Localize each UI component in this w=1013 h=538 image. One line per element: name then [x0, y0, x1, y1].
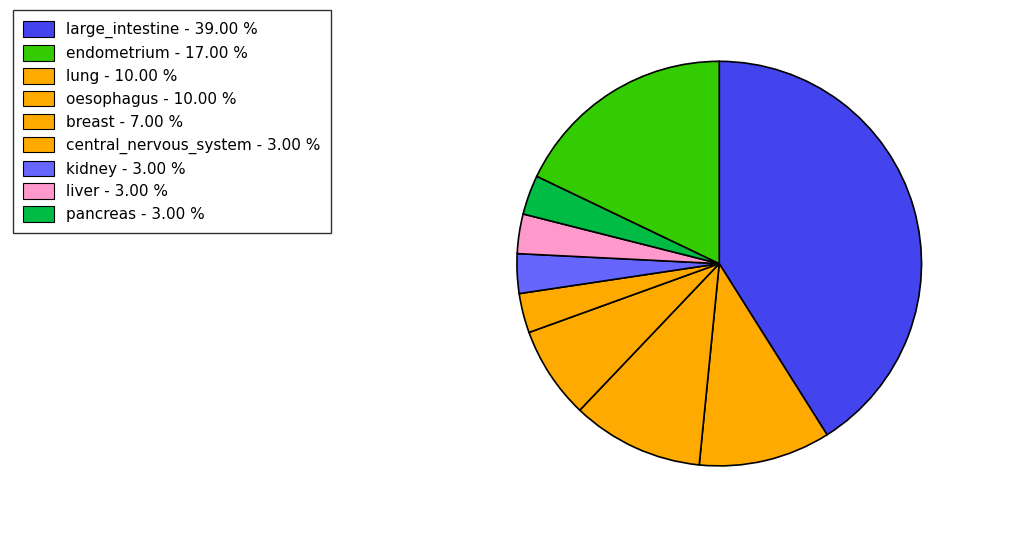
- Legend: large_intestine - 39.00 %, endometrium - 17.00 %, lung - 10.00 %, oesophagus - 1: large_intestine - 39.00 %, endometrium -…: [13, 10, 331, 233]
- Wedge shape: [699, 264, 827, 466]
- Wedge shape: [537, 61, 719, 264]
- Wedge shape: [579, 264, 719, 465]
- Wedge shape: [520, 264, 719, 332]
- Wedge shape: [518, 214, 719, 264]
- Wedge shape: [719, 61, 922, 435]
- Wedge shape: [517, 253, 719, 294]
- Wedge shape: [529, 264, 719, 410]
- Wedge shape: [523, 176, 719, 264]
